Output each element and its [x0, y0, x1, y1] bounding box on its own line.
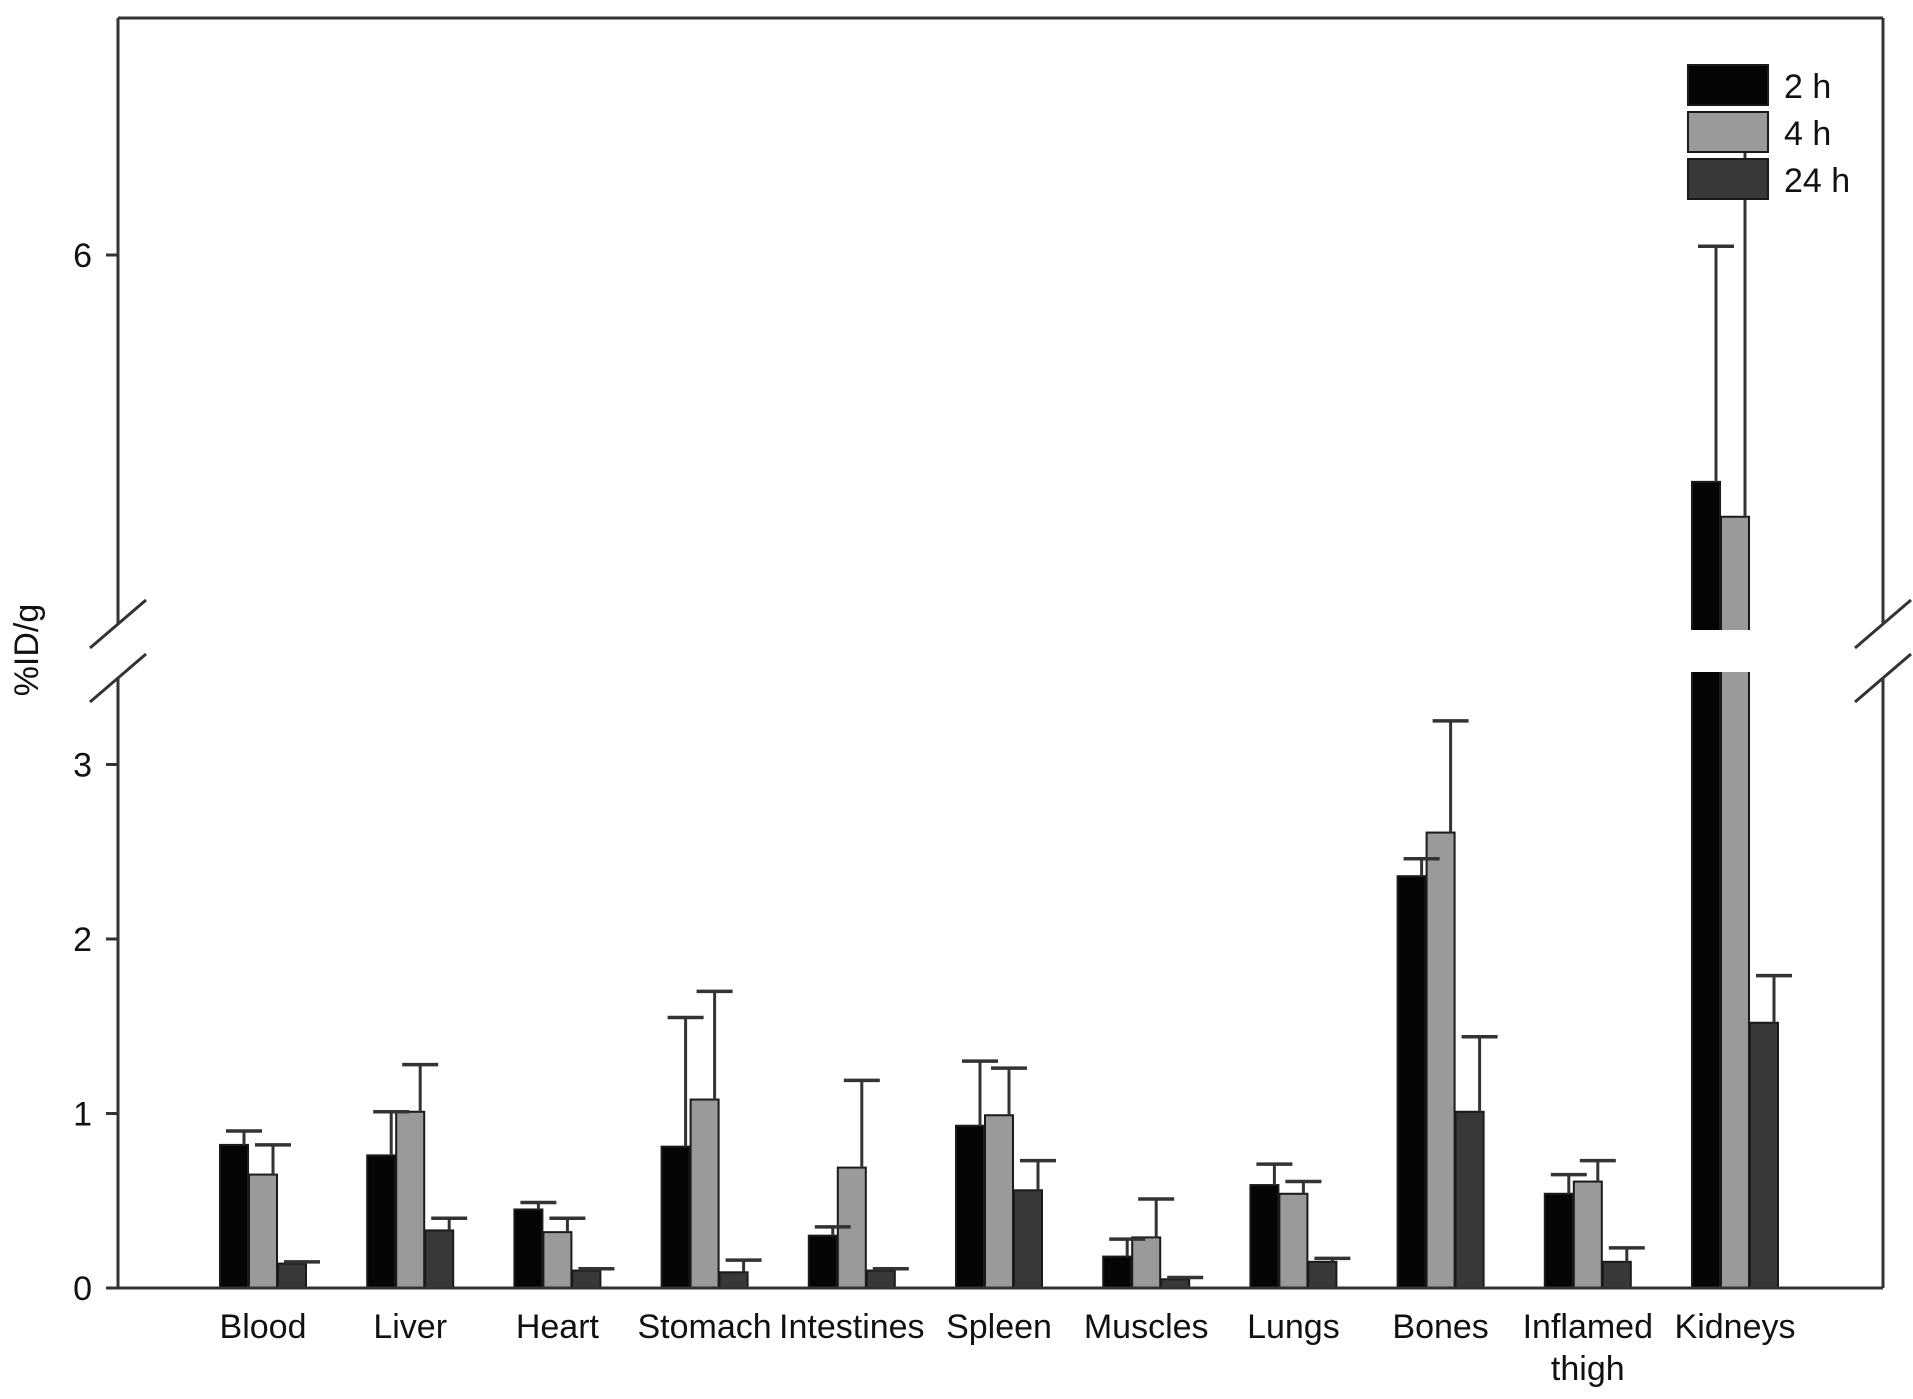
- x-tick-label: Blood: [220, 1308, 307, 1346]
- bar-24h-heart: [571, 1269, 602, 1290]
- error-bar: [284, 1260, 320, 1264]
- plot-frame: [89, 16, 1912, 1290]
- error-bar: [667, 1015, 704, 1147]
- error-bar: [402, 1062, 439, 1112]
- x-axis: Blood Liver Heart Stomach Intestines Spleen Mu…: [220, 1308, 1796, 1388]
- error-bar: [255, 1143, 291, 1175]
- bar-2h-stomach: [660, 1145, 691, 1290]
- legend-swatch: [1687, 158, 1769, 200]
- error-bar: [1138, 1197, 1175, 1238]
- error-bar: [1167, 1275, 1204, 1280]
- error-bar: [696, 989, 733, 1100]
- bar-4h-heart: [542, 1231, 573, 1290]
- error-bar: [991, 1066, 1027, 1116]
- legend-label: 4 h: [1784, 115, 1831, 153]
- bar-2h-bones: [1396, 875, 1427, 1289]
- error-bar: [872, 1267, 909, 1271]
- legend: 2 h 4 h 24 h: [1687, 64, 1850, 200]
- bar-4h-muscles: [1131, 1236, 1162, 1290]
- bar-4h-lungs: [1278, 1192, 1309, 1290]
- error-bar: [373, 1110, 410, 1156]
- axis-break-mark: [1854, 598, 1912, 650]
- bar-2h-spleen: [955, 1124, 985, 1289]
- axis-break-mark: [89, 598, 147, 650]
- y-tick-label: 6: [73, 237, 92, 275]
- error-bar: [814, 1225, 851, 1236]
- y-axis: 0 1 2 3 6: [73, 237, 118, 1308]
- legend-label: 24 h: [1784, 162, 1850, 200]
- error-bar: [1608, 1246, 1645, 1262]
- x-tick-label: Kidneys: [1675, 1308, 1796, 1346]
- error-bar: [1432, 719, 1469, 833]
- bar-4h-stomach: [689, 1098, 720, 1290]
- error-bar: [1550, 1172, 1587, 1194]
- error-bar: [431, 1216, 468, 1231]
- bar-24h-spleen: [1013, 1189, 1043, 1290]
- bar-24h-blood: [277, 1262, 307, 1289]
- bar-2h-heart: [513, 1208, 544, 1289]
- error-bar: [843, 1078, 880, 1168]
- error-bar: [1756, 973, 1792, 1023]
- bar-2h-lungs: [1249, 1184, 1280, 1290]
- bar-4h-blood: [248, 1173, 278, 1289]
- x-tick-label: Muscles: [1084, 1308, 1209, 1346]
- bar-24h-kidneys: [1749, 1021, 1779, 1289]
- bar-2h-muscles: [1102, 1255, 1133, 1289]
- y-tick-label: 1: [73, 1096, 92, 1134]
- x-tick-label: Stomach: [638, 1308, 772, 1346]
- error-bar: [1698, 244, 1734, 482]
- bar-4h-bones: [1425, 831, 1456, 1289]
- axis-break-mark: [1854, 652, 1912, 704]
- error-bar: [1256, 1162, 1293, 1186]
- bar-2h-intestines: [807, 1234, 838, 1290]
- x-tick-label: Lungs: [1247, 1308, 1340, 1346]
- x-tick-label: Bones: [1392, 1308, 1488, 1346]
- error-bar: [1403, 856, 1440, 877]
- legend-swatch: [1687, 111, 1769, 153]
- error-bar: [226, 1129, 262, 1145]
- error-bar: [1461, 1034, 1498, 1112]
- error-bar: [549, 1216, 586, 1233]
- error-bar: [1285, 1179, 1322, 1194]
- y-axis-title: %ID/g: [8, 604, 46, 697]
- x-tick-label: Spleen: [946, 1308, 1052, 1346]
- bar-4h-inflamed-thigh: [1572, 1180, 1603, 1290]
- bar-24h-bones: [1454, 1110, 1485, 1289]
- error-bar: [962, 1059, 998, 1126]
- bar-2h-inflamed-thigh: [1543, 1192, 1574, 1290]
- bar-24h-intestines: [865, 1269, 896, 1290]
- bar-2h-blood: [219, 1143, 249, 1290]
- error-bar: [1109, 1237, 1146, 1257]
- error-bar: [725, 1258, 762, 1273]
- error-bar: [1579, 1158, 1616, 1182]
- y-tick-label: 0: [73, 1270, 92, 1308]
- legend-swatch: [1687, 64, 1769, 106]
- y-tick-label: 3: [73, 747, 92, 785]
- error-bar: [1020, 1158, 1056, 1191]
- x-tick-label: Liver: [373, 1308, 447, 1346]
- error-bar: [520, 1200, 557, 1210]
- x-tick-label: Intestines: [779, 1308, 925, 1346]
- bar-24h-lungs: [1307, 1260, 1338, 1289]
- x-tick-label: thigh: [1551, 1350, 1625, 1388]
- error-bars-layer: [226, 148, 1792, 1280]
- bar-24h-liver: [424, 1229, 455, 1290]
- axis-break-band: [120, 630, 1881, 672]
- bar-24h-inflamed-thigh: [1601, 1260, 1632, 1289]
- bar-4h-liver: [395, 1110, 426, 1289]
- legend-label: 2 h: [1784, 68, 1831, 106]
- error-bar: [1727, 148, 1763, 517]
- y-tick-label: 2: [73, 921, 92, 959]
- bar-24h-stomach: [718, 1271, 749, 1290]
- x-tick-label: Heart: [516, 1308, 600, 1346]
- bar-2h-liver: [366, 1154, 397, 1289]
- bars-layer: [219, 480, 1779, 1290]
- x-tick-label: Inflamed: [1523, 1308, 1653, 1346]
- bar-4h-spleen: [984, 1114, 1014, 1289]
- bar-2h-kidneys: [1691, 480, 1721, 1290]
- error-bar: [1314, 1256, 1351, 1262]
- error-bar: [578, 1267, 615, 1271]
- axis-break-mark: [89, 652, 147, 704]
